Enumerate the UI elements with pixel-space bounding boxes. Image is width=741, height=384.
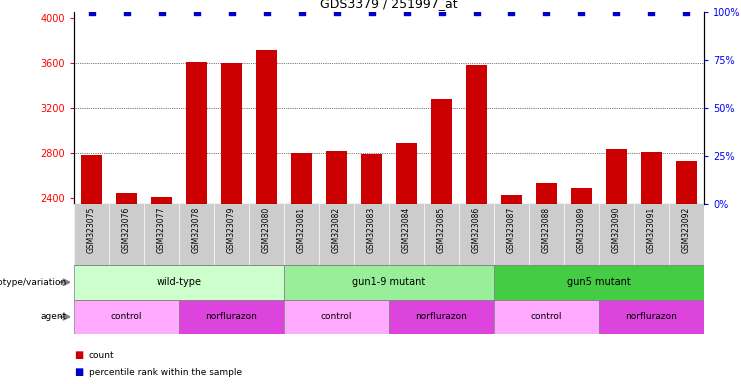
- Point: [330, 8, 342, 15]
- Text: GSM323079: GSM323079: [227, 207, 236, 253]
- Point: [540, 8, 552, 15]
- Point: [156, 8, 167, 15]
- Point: [401, 8, 413, 15]
- Bar: [74, 265, 284, 300]
- Text: GSM323090: GSM323090: [612, 207, 621, 253]
- Bar: [494, 300, 599, 334]
- Text: percentile rank within the sample: percentile rank within the sample: [89, 368, 242, 377]
- Bar: [536, 183, 557, 384]
- Bar: [389, 300, 494, 334]
- Point: [611, 8, 622, 15]
- Point: [505, 8, 517, 15]
- Text: GSM323085: GSM323085: [437, 207, 446, 253]
- Text: wild-type: wild-type: [156, 277, 202, 287]
- Point: [471, 8, 482, 15]
- Text: GSM323084: GSM323084: [402, 207, 411, 253]
- Bar: [676, 161, 697, 384]
- Text: GSM323081: GSM323081: [297, 207, 306, 253]
- Text: ■: ■: [74, 350, 83, 360]
- Text: GSM323087: GSM323087: [507, 207, 516, 253]
- Point: [225, 8, 237, 15]
- Text: norflurazon: norflurazon: [416, 312, 468, 321]
- Point: [190, 8, 202, 15]
- Text: GSM323089: GSM323089: [577, 207, 586, 253]
- Text: ■: ■: [74, 367, 83, 377]
- Text: GSM323075: GSM323075: [87, 207, 96, 253]
- Text: genotype/variation: genotype/variation: [0, 278, 67, 287]
- Point: [576, 8, 588, 15]
- Text: GSM323082: GSM323082: [332, 207, 341, 253]
- Text: GSM323083: GSM323083: [367, 207, 376, 253]
- Text: GSM323076: GSM323076: [122, 207, 131, 253]
- Bar: [186, 62, 207, 384]
- Point: [645, 8, 657, 15]
- Text: GSM323091: GSM323091: [647, 207, 656, 253]
- Text: GSM323088: GSM323088: [542, 207, 551, 253]
- Point: [296, 8, 308, 15]
- Bar: [291, 153, 312, 384]
- Bar: [396, 143, 417, 384]
- Point: [436, 8, 448, 15]
- Bar: [284, 300, 389, 334]
- Bar: [431, 99, 452, 384]
- Text: GSM323086: GSM323086: [472, 207, 481, 253]
- Point: [86, 8, 98, 15]
- Text: GSM323080: GSM323080: [262, 207, 271, 253]
- Text: norflurazon: norflurazon: [625, 312, 677, 321]
- Bar: [494, 265, 704, 300]
- Point: [121, 8, 133, 15]
- Bar: [221, 63, 242, 384]
- Text: control: control: [531, 312, 562, 321]
- Bar: [606, 149, 627, 384]
- Text: gun5 mutant: gun5 mutant: [567, 277, 631, 287]
- Bar: [361, 154, 382, 384]
- Bar: [179, 300, 284, 334]
- Text: gun1-9 mutant: gun1-9 mutant: [353, 277, 425, 287]
- Title: GDS3379 / 251997_at: GDS3379 / 251997_at: [320, 0, 458, 10]
- Bar: [256, 50, 277, 384]
- Point: [680, 8, 692, 15]
- Text: control: control: [111, 312, 142, 321]
- Bar: [599, 300, 704, 334]
- Bar: [501, 195, 522, 384]
- Bar: [326, 151, 347, 384]
- Bar: [116, 194, 137, 384]
- Text: control: control: [321, 312, 352, 321]
- Text: agent: agent: [41, 312, 67, 321]
- Text: GSM323092: GSM323092: [682, 207, 691, 253]
- Bar: [571, 188, 592, 384]
- Bar: [81, 155, 102, 384]
- Bar: [151, 197, 172, 384]
- Text: GSM323078: GSM323078: [192, 207, 201, 253]
- Bar: [641, 152, 662, 384]
- Point: [365, 8, 377, 15]
- Point: [261, 8, 273, 15]
- Text: GSM323077: GSM323077: [157, 207, 166, 253]
- Bar: [74, 300, 179, 334]
- Bar: [466, 65, 487, 384]
- Text: norflurazon: norflurazon: [205, 312, 258, 321]
- Bar: [284, 265, 494, 300]
- Text: count: count: [89, 351, 115, 360]
